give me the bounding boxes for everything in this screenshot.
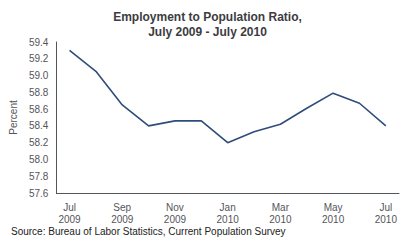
svg-text:Mar: Mar (272, 202, 290, 213)
svg-text:2009: 2009 (164, 214, 187, 225)
svg-text:58.8: 58.8 (29, 87, 49, 98)
svg-text:57.6: 57.6 (29, 188, 49, 199)
svg-text:July 2009 - July 2010: July 2009 - July 2010 (148, 25, 267, 39)
svg-text:Jan: Jan (220, 202, 236, 213)
svg-text:Jul: Jul (63, 202, 76, 213)
svg-text:58.0: 58.0 (29, 154, 49, 165)
svg-text:Source: Bureau of Labor Statis: Source: Bureau of Labor Statistics, Curr… (11, 226, 286, 237)
svg-text:58.2: 58.2 (29, 137, 49, 148)
svg-text:Sep: Sep (113, 202, 131, 213)
svg-text:2010: 2010 (375, 214, 398, 225)
svg-text:2010: 2010 (322, 214, 345, 225)
svg-text:59.4: 59.4 (29, 37, 49, 48)
svg-text:May: May (324, 202, 343, 213)
svg-text:58.4: 58.4 (29, 120, 49, 131)
svg-text:2010: 2010 (217, 214, 240, 225)
svg-text:59.0: 59.0 (29, 70, 49, 81)
svg-text:2009: 2009 (111, 214, 134, 225)
svg-text:2010: 2010 (269, 214, 292, 225)
svg-text:Nov: Nov (166, 202, 184, 213)
svg-text:59.2: 59.2 (29, 53, 49, 64)
svg-text:Jul: Jul (379, 202, 392, 213)
svg-text:Percent: Percent (8, 100, 19, 135)
svg-text:58.6: 58.6 (29, 104, 49, 115)
svg-text:2009: 2009 (58, 214, 81, 225)
svg-text:57.8: 57.8 (29, 171, 49, 182)
svg-text:Employment to Population Ratio: Employment to Population Ratio, (113, 10, 302, 24)
